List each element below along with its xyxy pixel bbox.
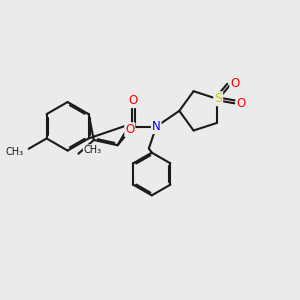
- Text: O: O: [125, 123, 134, 136]
- Text: O: O: [230, 77, 239, 90]
- Text: O: O: [236, 97, 246, 110]
- Text: CH₃: CH₃: [5, 147, 23, 157]
- Text: O: O: [128, 94, 138, 107]
- Text: CH₃: CH₃: [84, 145, 102, 155]
- Text: N: N: [152, 120, 161, 133]
- Text: S: S: [214, 92, 222, 105]
